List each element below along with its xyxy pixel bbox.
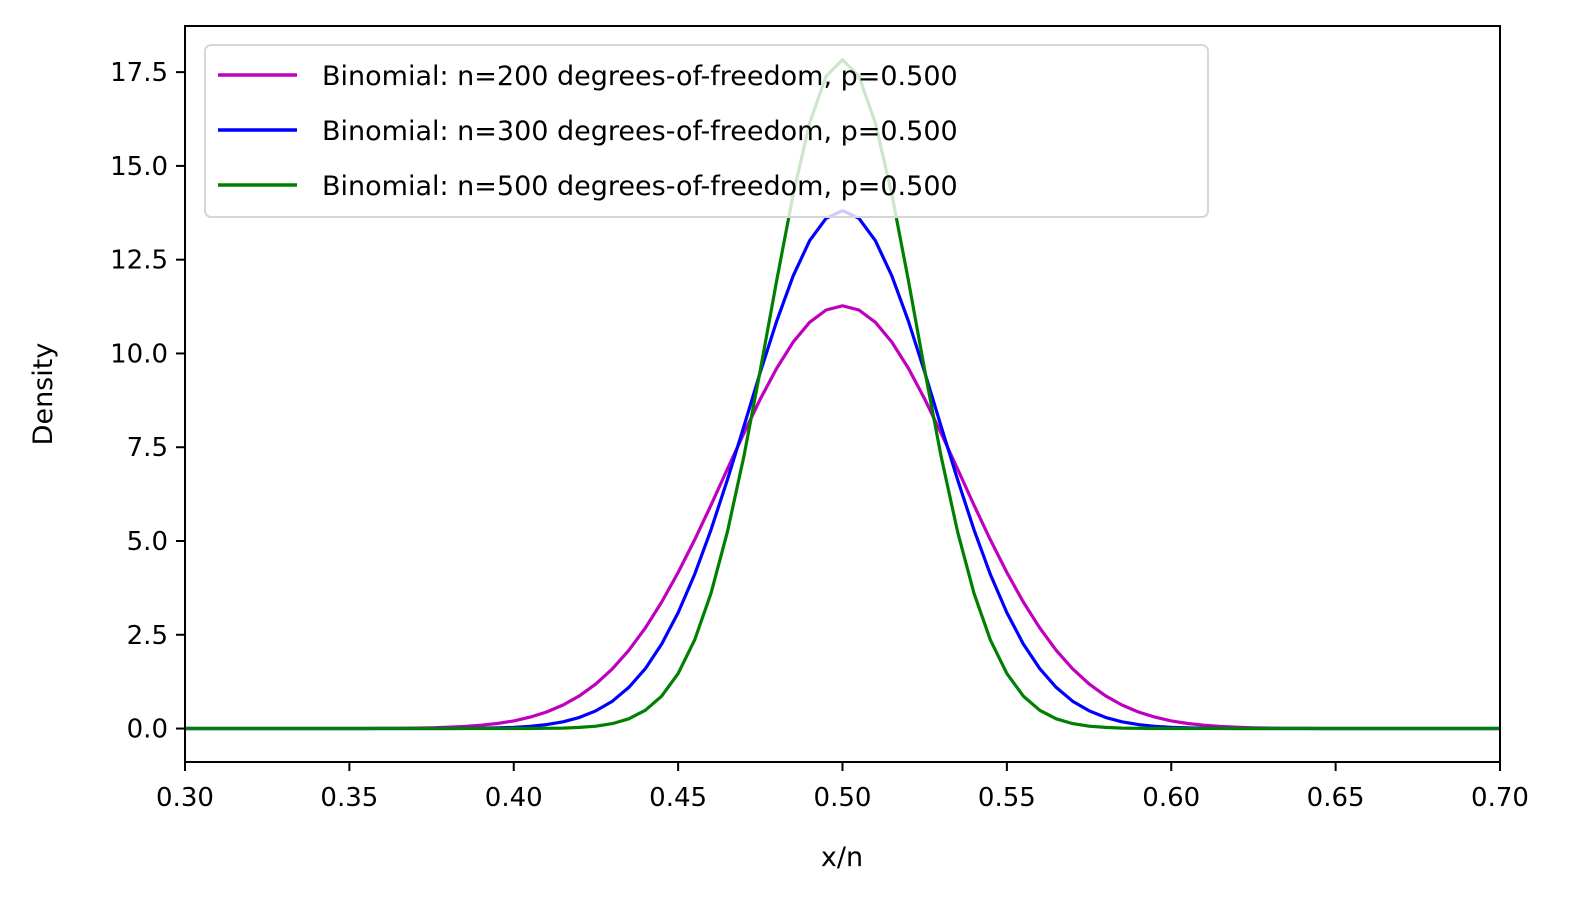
x-tick-label: 0.60 [1142, 783, 1200, 813]
series-line-n300 [185, 209, 1500, 731]
x-tick-label: 0.50 [814, 783, 872, 813]
series-line-n200 [185, 304, 1500, 731]
y-axis-label: Density [28, 343, 59, 446]
y-axis-ticks: 0.0 2.5 5.0 7.5 10.0 12.5 15.0 17.5 [110, 58, 185, 745]
x-tick-label: 0.30 [156, 783, 214, 813]
legend-label-n300: Binomial: n=300 degrees-of-freedom, p=0.… [322, 116, 958, 147]
y-tick-label: 0.0 [127, 715, 168, 745]
x-axis-label: x/n [821, 842, 863, 873]
x-tick-label: 0.40 [485, 783, 543, 813]
x-tick-label: 0.65 [1307, 783, 1365, 813]
legend: Binomial: n=200 degrees-of-freedom, p=0.… [204, 44, 1209, 218]
x-axis-ticks: 0.30 0.35 0.40 0.45 0.50 0.55 0.60 0.65 0.70 [156, 762, 1529, 813]
legend-label-n200: Binomial: n=200 degrees-of-freedom, p=0.… [322, 61, 958, 92]
x-tick-label: 0.45 [649, 783, 707, 813]
y-tick-label: 17.5 [110, 58, 168, 88]
y-tick-label: 7.5 [127, 433, 168, 463]
y-tick-label: 10.0 [110, 339, 168, 369]
x-tick-label: 0.35 [320, 783, 378, 813]
legend-box [204, 44, 1209, 218]
x-tick-label: 0.70 [1471, 783, 1529, 813]
y-tick-label: 5.0 [127, 527, 168, 557]
x-tick-label: 0.55 [978, 783, 1036, 813]
y-tick-label: 2.5 [127, 621, 168, 651]
legend-label-n500: Binomial: n=500 degrees-of-freedom, p=0.… [322, 171, 958, 202]
y-tick-label: 12.5 [110, 246, 168, 276]
y-tick-label: 15.0 [110, 152, 168, 182]
